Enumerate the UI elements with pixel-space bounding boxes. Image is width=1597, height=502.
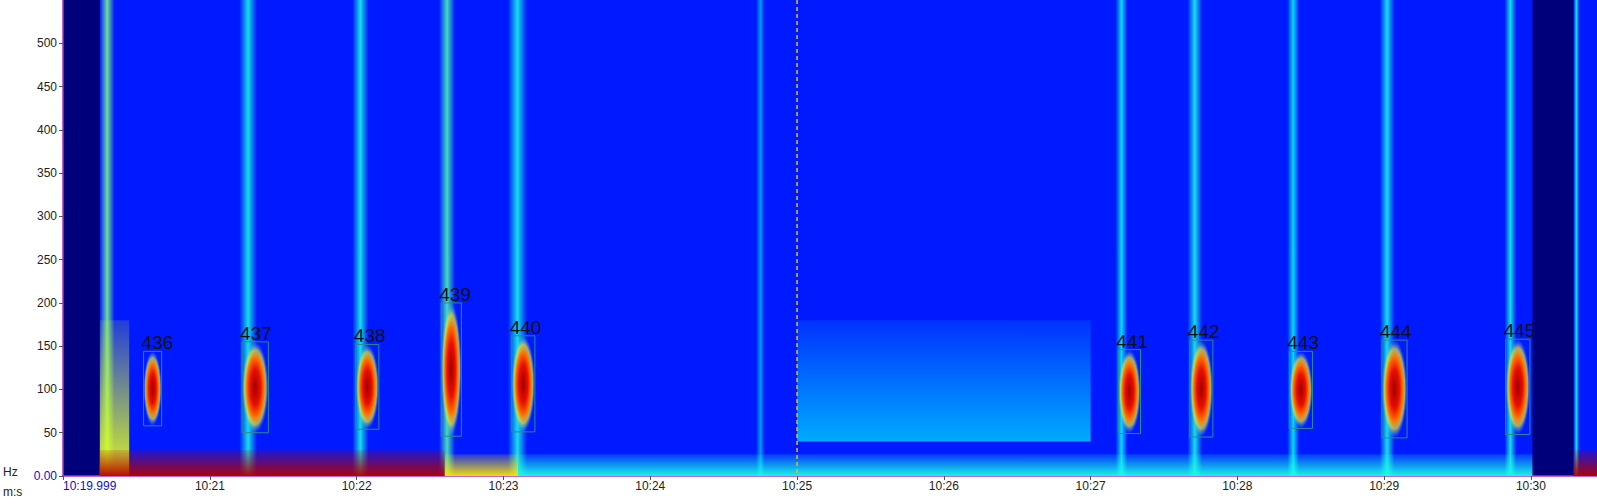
svg-text:450: 450 [37, 80, 57, 94]
svg-text:442: 442 [1188, 321, 1220, 342]
svg-text:50: 50 [44, 426, 58, 440]
svg-text:438: 438 [354, 325, 386, 346]
svg-text:200: 200 [37, 296, 57, 310]
svg-text:443: 443 [1287, 332, 1319, 353]
svg-text:400: 400 [37, 123, 57, 137]
svg-text:Hz: Hz [3, 465, 18, 479]
svg-text:10:27: 10:27 [1076, 479, 1106, 493]
svg-text:10:21: 10:21 [195, 479, 225, 493]
svg-text:444: 444 [1380, 321, 1412, 342]
svg-text:10:25: 10:25 [782, 479, 812, 493]
svg-text:10:19.999: 10:19.999 [63, 479, 117, 493]
svg-text:445: 445 [1504, 320, 1536, 341]
svg-text:250: 250 [37, 253, 57, 267]
svg-text:150: 150 [37, 339, 57, 353]
svg-text:441: 441 [1116, 331, 1148, 352]
svg-text:440: 440 [510, 317, 542, 338]
svg-text:100: 100 [37, 382, 57, 396]
svg-text:300: 300 [37, 209, 57, 223]
svg-text:500: 500 [37, 36, 57, 50]
svg-text:m:s: m:s [3, 485, 22, 499]
svg-text:437: 437 [240, 323, 272, 344]
svg-text:10:29: 10:29 [1369, 479, 1399, 493]
svg-text:10:23: 10:23 [488, 479, 518, 493]
svg-text:350: 350 [37, 166, 57, 180]
svg-text:10:26: 10:26 [929, 479, 959, 493]
svg-text:439: 439 [439, 284, 471, 305]
svg-text:436: 436 [142, 332, 174, 353]
svg-text:10:24: 10:24 [635, 479, 665, 493]
svg-text:10:30: 10:30 [1516, 479, 1546, 493]
svg-text:10:28: 10:28 [1222, 479, 1252, 493]
svg-text:0.00: 0.00 [34, 469, 58, 483]
svg-text:10:22: 10:22 [342, 479, 372, 493]
